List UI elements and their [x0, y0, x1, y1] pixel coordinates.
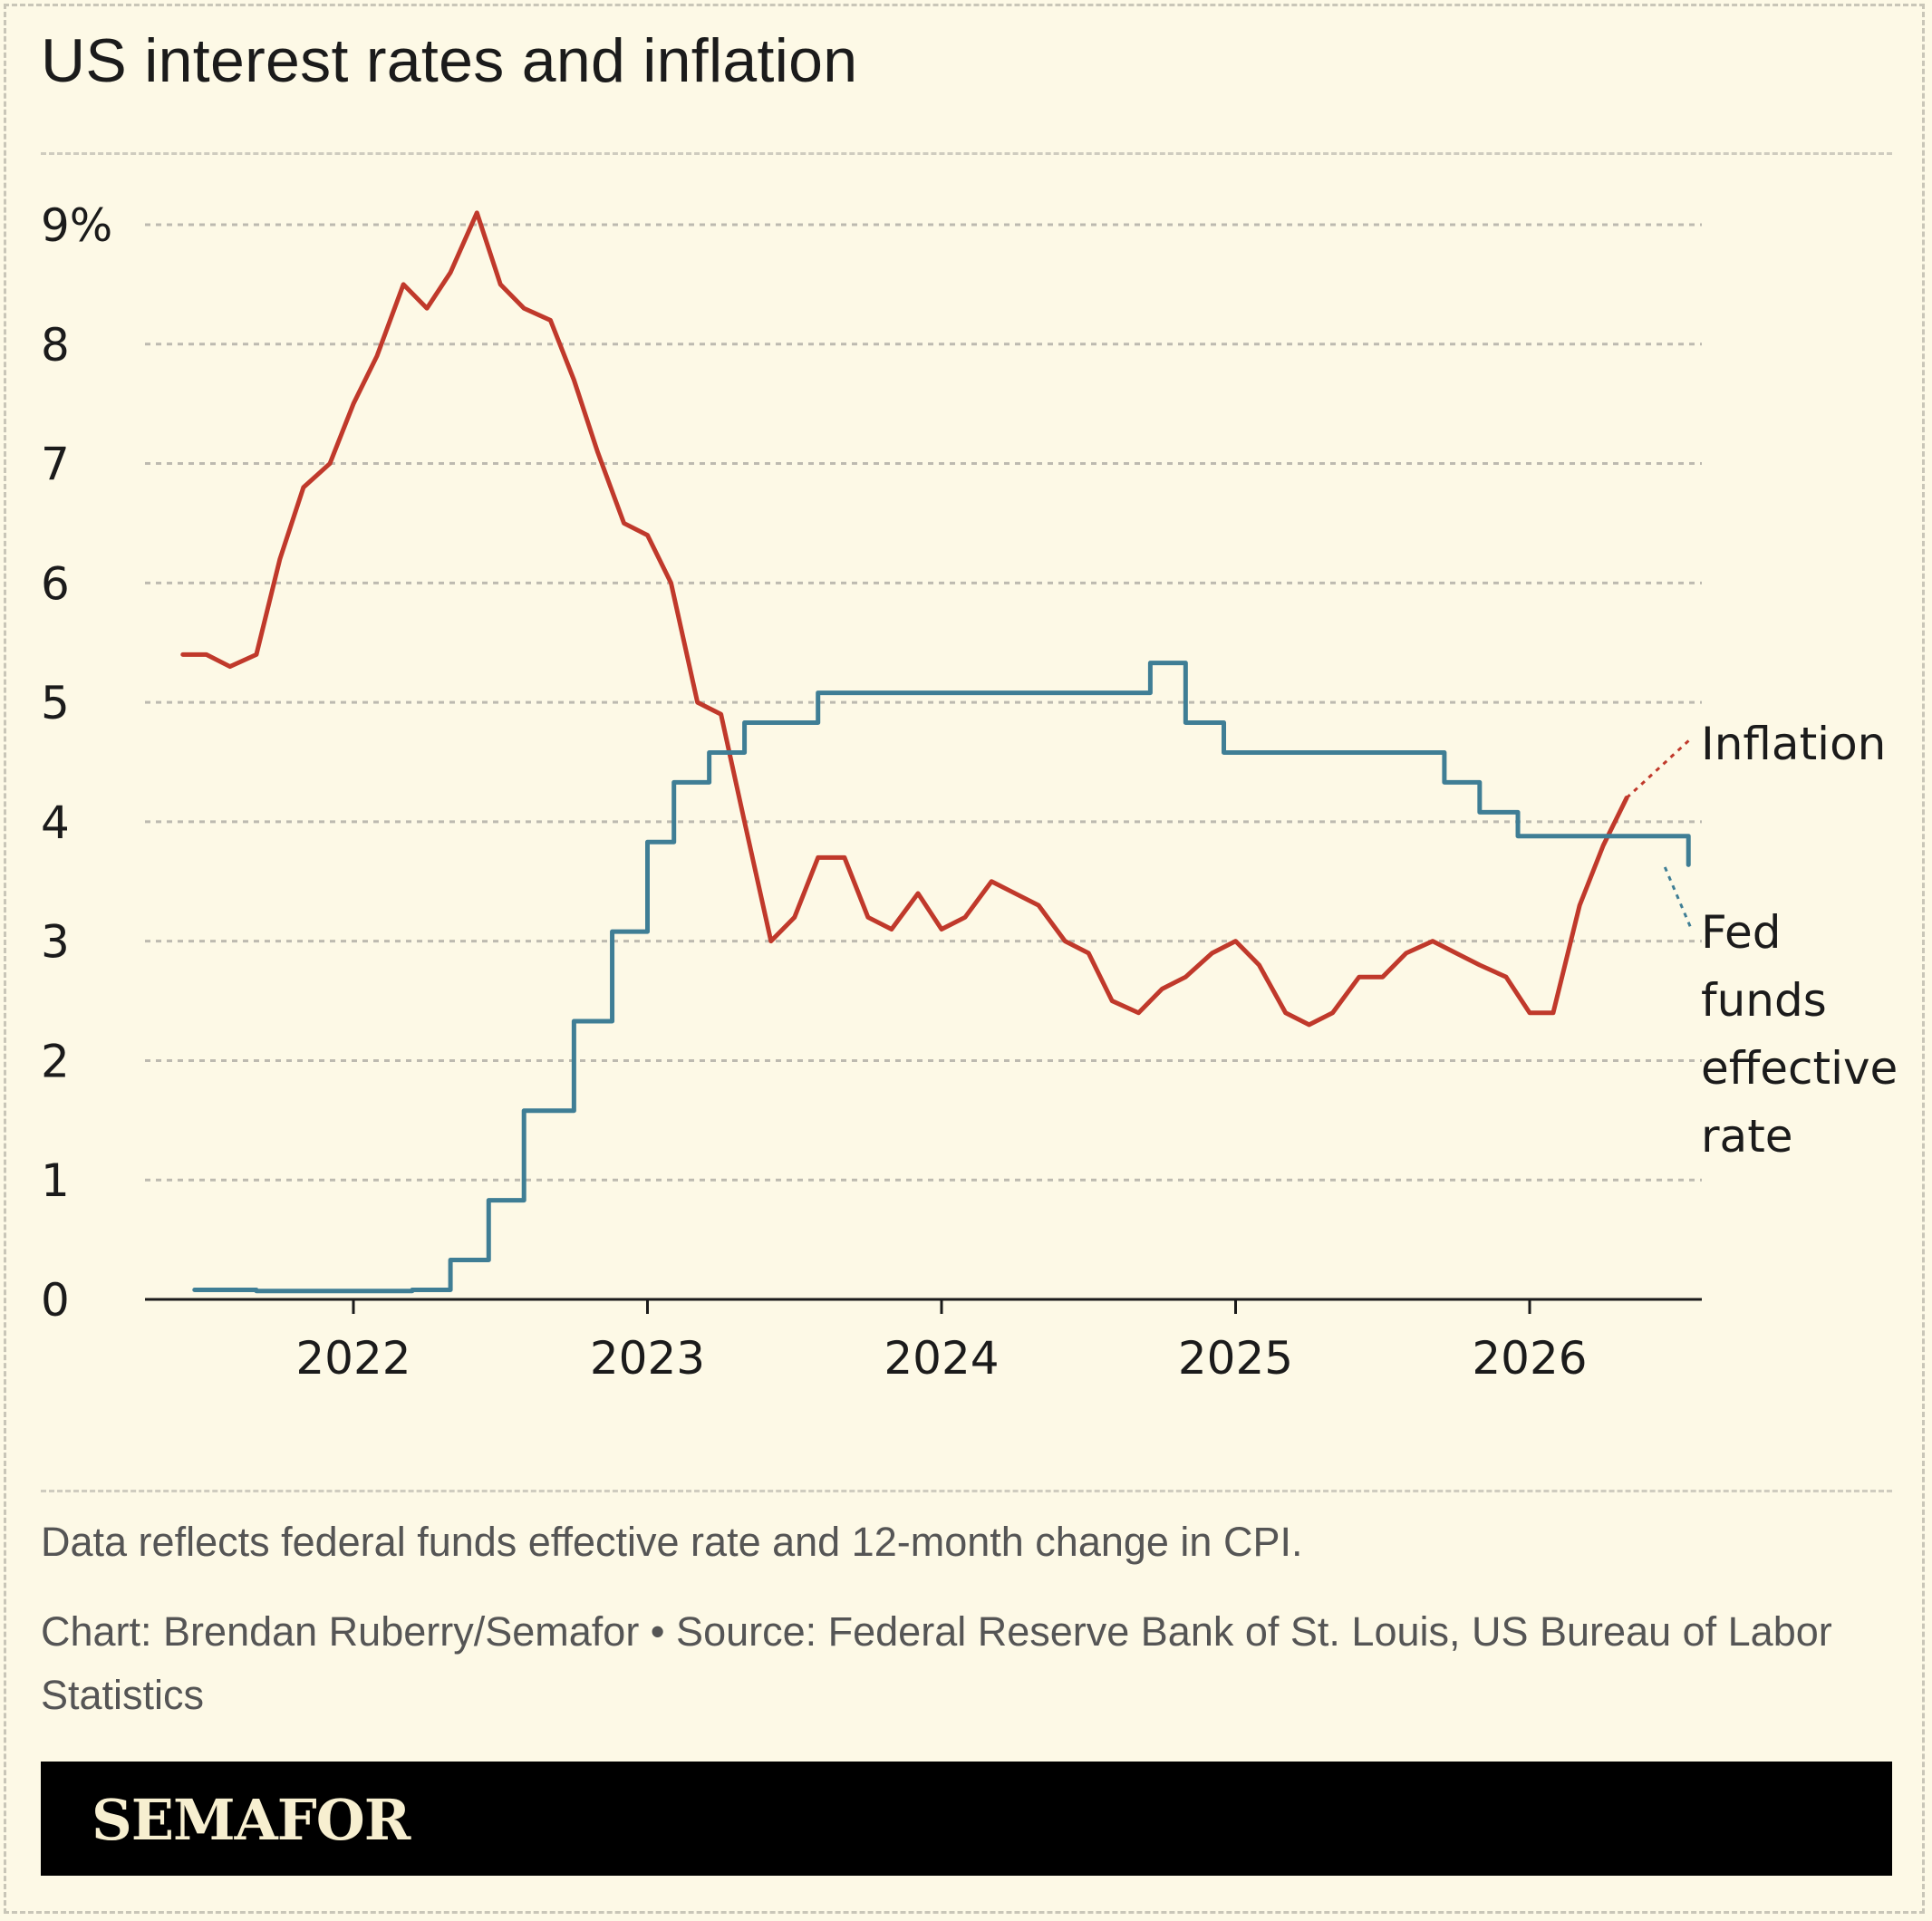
- series-label-inflation: Inflation: [1701, 718, 1886, 770]
- x-tick-label: 2026: [1472, 1332, 1587, 1385]
- y-tick-label: 4: [41, 796, 70, 849]
- chart-credit: Chart: Brendan Ruberry/Semafor • Source:…: [41, 1608, 1832, 1718]
- series-label-fed-line: effective: [1701, 1042, 1898, 1095]
- series-label-fed: Fed funds effective rate: [1701, 906, 1898, 1163]
- y-tick-label: 7: [41, 439, 70, 491]
- y-tick-label: 5: [41, 677, 70, 729]
- x-tick-label: 2022: [295, 1332, 411, 1385]
- y-tick-label: 2: [41, 1035, 70, 1087]
- x-axis-ticks: 2022 2023 2024 2025 2026: [295, 1299, 1588, 1385]
- fed-funds-line: [192, 661, 1691, 1294]
- top-divider: [41, 152, 1892, 155]
- grid-lines: [145, 223, 1702, 1182]
- y-tick-label: 9%: [41, 199, 112, 252]
- semafor-logo: SEMAFOR: [92, 1787, 411, 1853]
- inflation-line: [180, 210, 1629, 1028]
- x-tick-label: 2023: [590, 1332, 705, 1385]
- y-tick-label: 3: [41, 916, 70, 969]
- series-label-fed-line: funds: [1701, 974, 1827, 1027]
- line-chart: 2022 2023 2024 2025 2026 0 1 2 3 4 5 6 7 8 9% Inflati…: [41, 199, 1898, 1385]
- x-tick-label: 2024: [884, 1332, 999, 1385]
- inflation-line-projection: [1626, 737, 1693, 799]
- chart-title: US interest rates and inflation: [41, 26, 858, 95]
- brand-bar: SEMAFOR: [41, 1762, 1892, 1876]
- chart-note: Data reflects federal funds effective ra…: [41, 1519, 1303, 1565]
- y-tick-label: 8: [41, 319, 70, 372]
- y-tick-label: 6: [41, 557, 70, 610]
- fed-funds-line-projection: [1663, 866, 1693, 931]
- bottom-divider: [41, 1490, 1892, 1492]
- y-tick-label: 1: [41, 1154, 70, 1207]
- x-tick-label: 2025: [1178, 1332, 1293, 1385]
- series-label-fed-line: rate: [1701, 1110, 1793, 1163]
- series-label-fed-line: Fed: [1701, 906, 1782, 959]
- series-layer: [180, 210, 1693, 1294]
- y-tick-label: 0: [41, 1274, 70, 1327]
- chart-frame: [4, 4, 1925, 1914]
- y-axis-labels: 0 1 2 3 4 5 6 7 8 9%: [41, 199, 112, 1327]
